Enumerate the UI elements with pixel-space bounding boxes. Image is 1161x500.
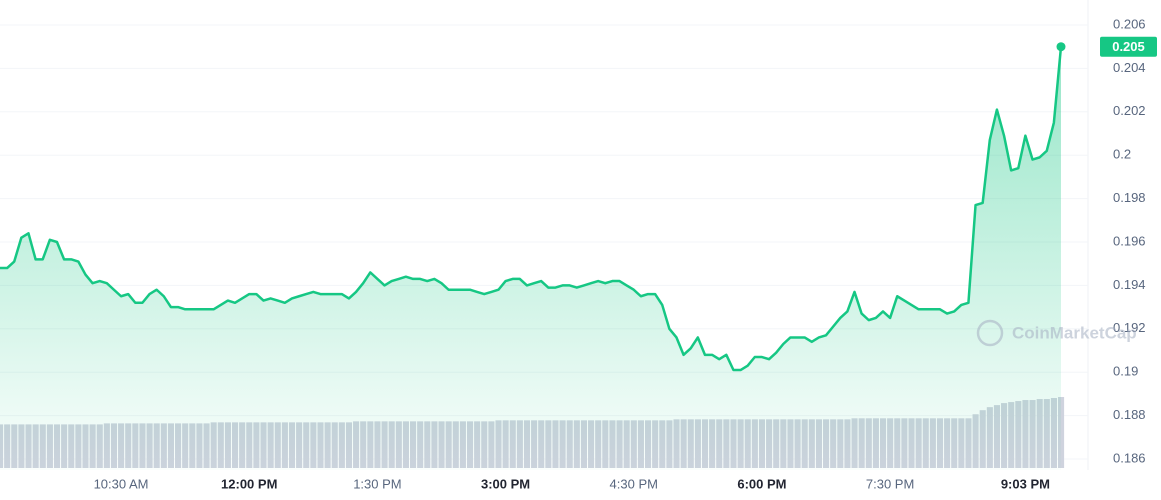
x-tick-label: 4:30 PM (610, 476, 658, 491)
y-tick-label: 0.186 (1113, 450, 1146, 465)
price-badge (1100, 36, 1157, 57)
y-tick-label: 0.206 (1113, 16, 1146, 31)
y-tick-label: 0.19 (1113, 364, 1138, 379)
x-tick-label: 6:00 PM (737, 476, 786, 491)
x-tick-label: 9:03 PM (1001, 476, 1050, 491)
y-tick-label: 0.192 (1113, 320, 1146, 335)
y-tick-label: 0.196 (1113, 233, 1146, 248)
x-tick-label: 12:00 PM (221, 476, 277, 491)
watermark-text: CoinMarketCap (1012, 323, 1137, 342)
y-tick-label: 0.194 (1113, 277, 1146, 292)
last-price-dot (1056, 42, 1066, 52)
y-tick-label: 0.202 (1113, 103, 1146, 118)
y-tick-label: 0.204 (1113, 60, 1146, 75)
price-area (0, 46, 1061, 470)
y-tick-label: 0.188 (1113, 407, 1146, 422)
volume-bar (1058, 397, 1065, 468)
x-tick-label: 1:30 PM (353, 476, 401, 491)
price-line (0, 46, 1063, 372)
x-tick-label: 3:00 PM (481, 476, 530, 491)
x-tick-label: 7:30 PM (866, 476, 914, 491)
y-tick-label: 0.198 (1113, 190, 1146, 205)
watermark: CoinMarketCap (976, 319, 1137, 347)
watermark-logo (976, 319, 1004, 347)
x-tick-label: 10:30 AM (94, 476, 149, 491)
y-tick-label: 0.2 (1113, 147, 1131, 162)
price-badge-label: 0.205 (1112, 39, 1145, 54)
